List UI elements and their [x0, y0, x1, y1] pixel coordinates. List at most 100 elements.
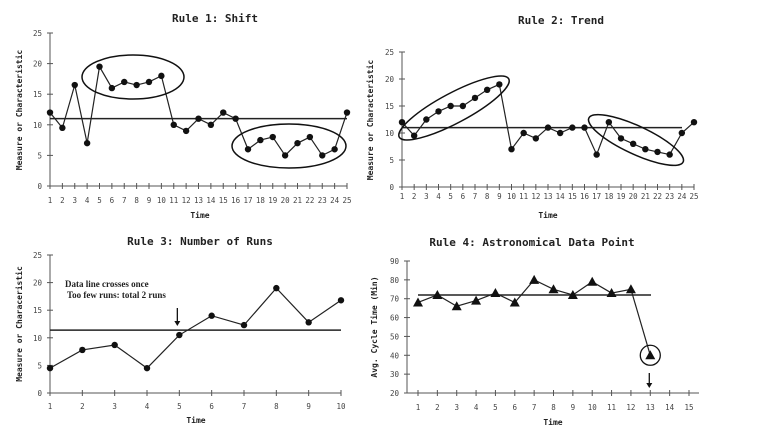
- x-tick-label: 25: [689, 192, 698, 201]
- x-tick-label: 11: [607, 403, 616, 412]
- x-tick-label: 8: [274, 402, 279, 411]
- x-tick-label: 21: [641, 192, 650, 201]
- data-point: [145, 78, 153, 86]
- x-tick-label: 8: [551, 403, 556, 412]
- x-tick-label: 3: [72, 196, 77, 205]
- data-point: [471, 94, 479, 102]
- x-tick-label: 10: [157, 196, 167, 205]
- data-point-triangle: [606, 288, 617, 298]
- y-tick-label: 25: [33, 29, 42, 38]
- x-tick-label: 15: [568, 192, 577, 201]
- y-tick-label: 60: [390, 314, 400, 323]
- data-line: [417, 279, 651, 356]
- data-point: [337, 297, 345, 304]
- data-point: [532, 135, 540, 142]
- x-tick-label: 16: [580, 192, 590, 201]
- x-tick-label: 10: [507, 192, 517, 201]
- data-point: [496, 81, 503, 88]
- x-tick-label: 25: [342, 196, 351, 205]
- x-tick-label: 7: [122, 196, 127, 205]
- data-point: [158, 72, 165, 80]
- x-tick-label: 23: [318, 196, 327, 205]
- x-tick-label: 9: [571, 403, 576, 412]
- y-tick-label: 5: [389, 156, 394, 165]
- arrow-head-icon: [646, 383, 653, 388]
- data-line: [49, 64, 348, 157]
- y-tick-label: 5: [37, 151, 42, 160]
- data-point: [46, 109, 54, 116]
- data-point: [435, 108, 442, 115]
- chart-title: Rule 2: Trend: [518, 14, 604, 27]
- x-tick-label: 22: [653, 192, 662, 201]
- y-tick-label: 90: [390, 257, 400, 266]
- data-point: [244, 146, 252, 153]
- data-point: [306, 133, 314, 141]
- data-point-triangle: [490, 288, 501, 298]
- highlight-circle: [639, 344, 661, 366]
- data-point-triangle: [509, 297, 520, 307]
- y-tick-label: 10: [33, 334, 43, 343]
- x-tick-label: 2: [435, 403, 440, 412]
- x-tick-label: 12: [626, 403, 635, 412]
- y-axis-label: Avg. Cycle Time (Min): [369, 276, 379, 377]
- data-point-triangle: [529, 274, 540, 284]
- x-axis-label: Time: [543, 417, 562, 427]
- data-point-triangle: [645, 350, 656, 360]
- x-tick-label: 14: [206, 196, 216, 205]
- data-point: [629, 140, 637, 147]
- x-tick-label: 12: [531, 192, 540, 201]
- data-point: [483, 86, 491, 94]
- data-point: [319, 152, 326, 159]
- y-tick-label: 25: [385, 48, 394, 57]
- data-point: [176, 331, 183, 339]
- x-tick-label: 16: [231, 196, 241, 205]
- x-tick-label: 17: [243, 196, 252, 205]
- x-tick-label: 12: [182, 196, 191, 205]
- x-tick-label: 11: [169, 196, 178, 205]
- data-point-triangle: [432, 289, 443, 299]
- data-point: [556, 129, 564, 137]
- data-point: [195, 115, 202, 122]
- x-axis-label: Time: [190, 210, 209, 220]
- data-point: [46, 364, 54, 372]
- x-tick-label: 2: [80, 402, 85, 411]
- x-tick-label: 18: [256, 196, 266, 205]
- x-tick-label: 5: [448, 192, 453, 201]
- x-tick-label: 5: [177, 402, 182, 411]
- data-point: [617, 135, 625, 142]
- y-tick-label: 20: [33, 279, 43, 288]
- data-point: [59, 124, 66, 132]
- data-point: [581, 124, 588, 131]
- data-point: [678, 129, 686, 137]
- x-tick-label: 7: [242, 402, 247, 411]
- data-point: [257, 136, 264, 144]
- data-point: [294, 139, 301, 147]
- y-tick-label: 10: [385, 129, 395, 138]
- x-tick-label: 21: [293, 196, 302, 205]
- data-point: [143, 364, 151, 372]
- x-tick-label: 3: [454, 403, 459, 412]
- x-tick-label: 1: [416, 403, 421, 412]
- data-point: [423, 116, 430, 123]
- y-tick-label: 50: [390, 332, 400, 341]
- x-tick-label: 3: [424, 192, 429, 201]
- data-point: [240, 321, 248, 329]
- data-point: [593, 151, 600, 158]
- data-point: [108, 84, 116, 92]
- x-tick-label: 11: [519, 192, 528, 201]
- x-tick-label: 13: [646, 403, 655, 412]
- x-tick-label: 20: [281, 196, 291, 205]
- highlight-ellipse: [398, 75, 510, 141]
- chart-title: Rule 3: Number of Runs: [127, 235, 273, 248]
- data-point: [398, 119, 406, 126]
- data-point-triangle: [413, 297, 423, 307]
- data-point: [111, 341, 118, 349]
- y-tick-label: 10: [33, 121, 43, 130]
- y-tick-label: 40: [390, 351, 400, 360]
- x-tick-label: 5: [97, 196, 102, 205]
- x-tick-label: 14: [665, 403, 675, 412]
- y-tick-label: 30: [390, 370, 400, 379]
